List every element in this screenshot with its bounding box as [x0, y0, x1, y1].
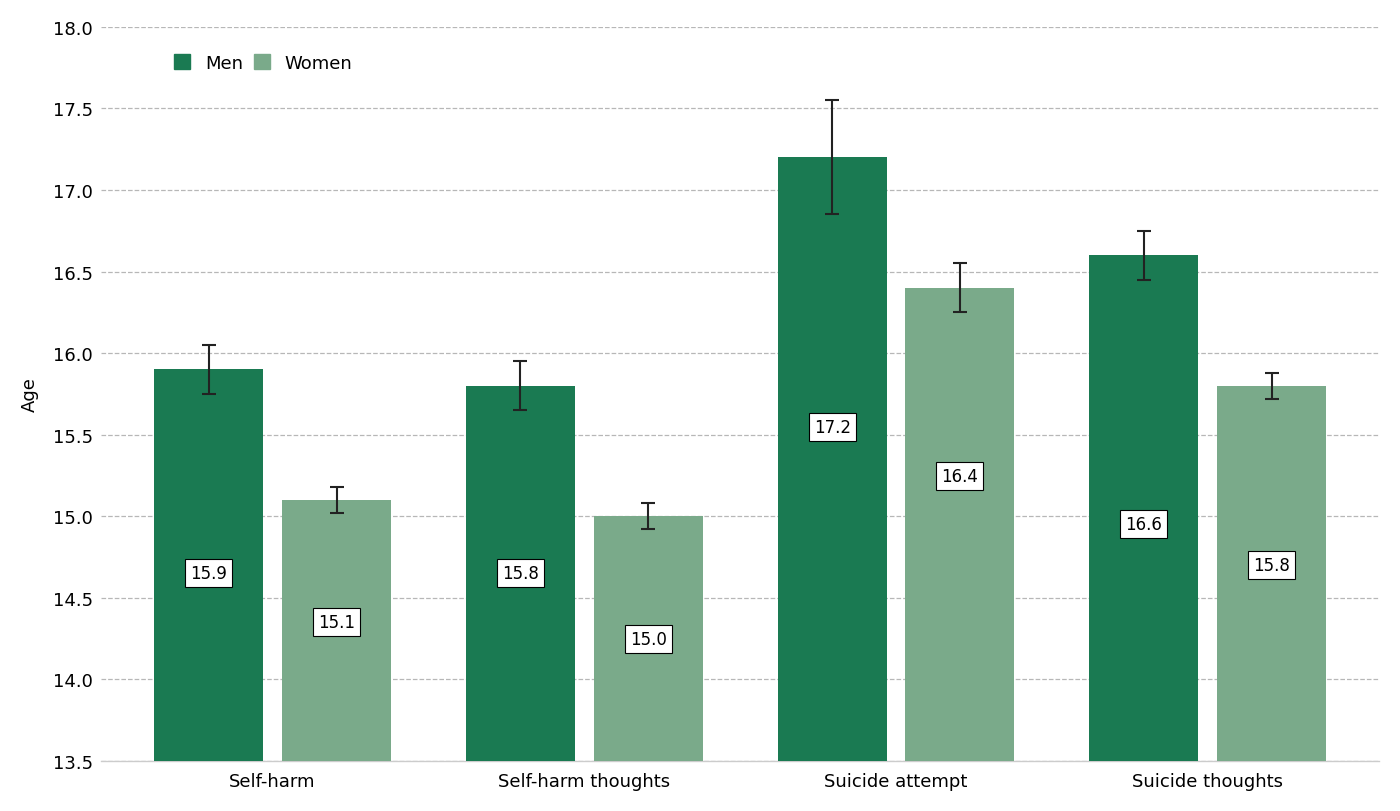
Text: 17.2: 17.2: [813, 418, 851, 436]
Text: 15.9: 15.9: [190, 564, 227, 582]
Y-axis label: Age: Age: [21, 377, 39, 412]
Text: 15.1: 15.1: [318, 614, 356, 632]
Text: 15.0: 15.0: [630, 630, 666, 648]
Legend: Men, Women: Men, Women: [174, 55, 351, 73]
Bar: [906, 289, 1015, 761]
Bar: [281, 500, 391, 761]
Text: 16.6: 16.6: [1126, 516, 1162, 534]
Bar: [1089, 256, 1198, 761]
Text: 16.4: 16.4: [941, 467, 979, 485]
Text: 15.8: 15.8: [503, 564, 539, 582]
Bar: [1217, 386, 1326, 761]
Text: 15.8: 15.8: [1253, 556, 1289, 574]
Bar: [777, 158, 886, 761]
Bar: [466, 386, 575, 761]
Bar: [154, 370, 263, 761]
Bar: [594, 517, 703, 761]
